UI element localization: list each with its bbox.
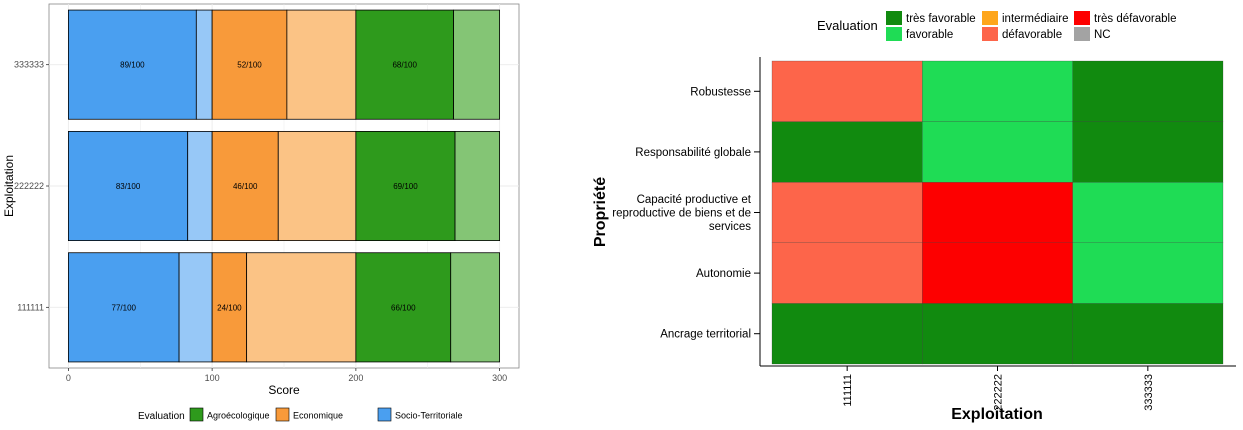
- bar-data-label: 24/100: [217, 303, 242, 312]
- heatmap-chart: Evaluation très favorable favorable interm…: [592, 11, 1236, 423]
- heatmap-cell: [922, 303, 1073, 365]
- heatmap-cell: [1072, 303, 1224, 365]
- bar-segment: [211, 130, 279, 241]
- heatmap-cell: [1072, 181, 1224, 243]
- heatmap-cell: [771, 242, 923, 304]
- heatmap-cell: [922, 121, 1073, 183]
- bar-data-label: 77/100: [112, 303, 137, 312]
- bar-legend-label: Agroécologique: [207, 411, 270, 421]
- heatmap-y-tick-label: services: [709, 221, 751, 233]
- heatmap-x-tick-label: 111111: [842, 374, 854, 407]
- heatmap-x-tick-label: 222222: [993, 374, 1005, 411]
- bar-chart-y-ticks: 111111 222222 333333: [14, 60, 49, 312]
- heatmap-y-tick-label: Robustesse: [690, 86, 751, 98]
- heatmap-y-tick-label: reproductive de biens et de: [612, 208, 751, 220]
- heatmap-y-tick-label: Responsabilité globale: [635, 147, 751, 159]
- bar-remainder: [286, 9, 357, 120]
- bar-data-label: 83/100: [116, 182, 141, 191]
- heatmap-cell: [922, 242, 1073, 304]
- bar-chart-legend: Evaluation Agroécologique Economique Socio…: [138, 407, 463, 422]
- bar-x-tick-label: 200: [348, 373, 363, 383]
- bar-remainder: [187, 130, 213, 241]
- bar-x-tick-label: 300: [492, 373, 507, 383]
- heatmap-legend-label: intermédiaire: [1002, 13, 1068, 25]
- bar-segment: [211, 252, 248, 363]
- heatmap-cell: [1072, 60, 1224, 122]
- bar-x-tick-label: 0: [66, 373, 71, 383]
- heatmap-legend-label: NC: [1094, 29, 1111, 41]
- heatmap-legend-swatch: [886, 11, 902, 25]
- heatmap-cell: [922, 181, 1073, 243]
- heatmap-cell: [771, 60, 923, 122]
- heatmap-y-tick-label: Capacité productive et: [637, 194, 752, 206]
- heatmap-legend-swatch: [1074, 11, 1090, 25]
- bar-data-label: 46/100: [233, 182, 258, 191]
- heatmap-y-tick-label: Autonomie: [696, 268, 751, 280]
- bar-segment: [68, 130, 189, 241]
- bar-chart-y-axis-title: Exploitation: [2, 155, 16, 217]
- bar-remainder: [178, 252, 213, 363]
- bar-segment: [68, 9, 197, 120]
- heatmap-legend-swatch: [982, 27, 998, 41]
- bar-remainder: [453, 9, 500, 120]
- bar-y-tick-label: 111111: [17, 302, 44, 312]
- heatmap-x-ticks: 111111 222222 333333: [842, 366, 1155, 411]
- bar-chart-x-ticks: 0 100 200 300: [66, 368, 507, 383]
- heatmap-legend-swatch: [1074, 27, 1090, 41]
- bar-data-label: 52/100: [237, 61, 262, 70]
- heatmap-legend-label: très favorable: [906, 13, 976, 25]
- heatmap-legend-swatch: [982, 11, 998, 25]
- bar-segment: [68, 252, 180, 363]
- bar-legend-swatch: [189, 407, 204, 422]
- heatmap-cell: [1072, 242, 1224, 304]
- bar-remainder: [454, 130, 500, 241]
- bar-chart-x-axis-title: Score: [268, 383, 300, 397]
- heatmap-cell: [771, 303, 923, 365]
- bar-y-tick-label: 333333: [14, 60, 44, 70]
- bar-segment: [211, 9, 288, 120]
- heatmap-legend-label: favorable: [906, 29, 953, 41]
- heatmap-x-axis-title: Exploitation: [951, 406, 1043, 423]
- bar-data-label: 68/100: [392, 61, 417, 70]
- bar-data-label: 66/100: [391, 303, 416, 312]
- heatmap-cell: [771, 121, 923, 183]
- heatmap-legend-label: très défavorable: [1094, 13, 1176, 25]
- bar-data-label: 69/100: [393, 182, 418, 191]
- bar-remainder: [246, 252, 357, 363]
- bar-segment: [355, 252, 452, 363]
- heatmap-legend-label: défavorable: [1002, 29, 1062, 41]
- heatmap-legend: Evaluation très favorable favorable interm…: [817, 11, 1176, 41]
- bar-data-label: 89/100: [120, 61, 145, 70]
- heatmap-cell: [771, 181, 923, 243]
- bar-legend-label: Economique: [293, 411, 343, 421]
- bar-chart-marks: 77/100 83/100 89/100 24/100 46/100 52/100 66/1…: [68, 9, 500, 363]
- heatmap-cells: [771, 60, 1224, 365]
- bar-segment: [355, 130, 456, 241]
- heatmap-legend-title: Evaluation: [817, 18, 878, 33]
- bar-remainder: [450, 252, 500, 363]
- bar-legend-title: Evaluation: [138, 411, 185, 422]
- stacked-bar-chart: 77/100 83/100 89/100 24/100 46/100 52/100 66/1…: [2, 3, 520, 422]
- heatmap-cell: [1072, 121, 1224, 183]
- heatmap-cell: [922, 60, 1073, 122]
- heatmap-y-axis-title: Propriété: [592, 177, 609, 247]
- heatmap-legend-swatch: [886, 27, 902, 41]
- bar-y-tick-label: 222222: [14, 181, 44, 191]
- bar-remainder: [195, 9, 213, 120]
- heatmap-x-tick-label: 333333: [1143, 374, 1155, 411]
- bar-remainder: [277, 130, 357, 241]
- heatmap-y-ticks: Ancrage territorial Autonomie Capacité pro…: [612, 86, 760, 341]
- bar-legend-swatch: [377, 407, 392, 422]
- bar-legend-label: Socio-Territoriale: [395, 411, 463, 421]
- bar-segment: [355, 9, 455, 120]
- bar-x-tick-label: 100: [205, 373, 220, 383]
- bar-legend-swatch: [275, 407, 290, 422]
- heatmap-y-tick-label: Ancrage territorial: [660, 329, 751, 341]
